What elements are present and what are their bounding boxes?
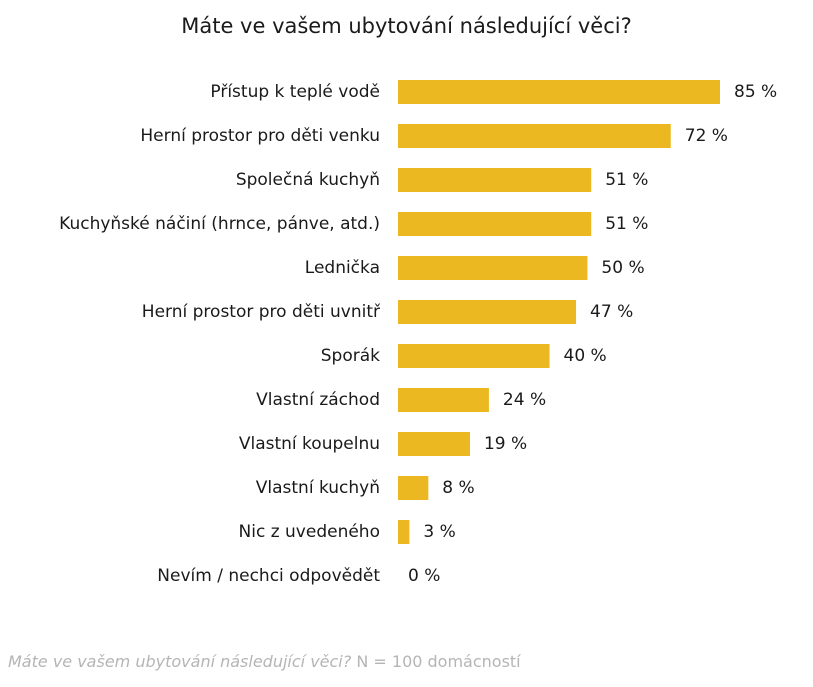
value-label: 24 %: [503, 390, 546, 410]
category-label: Vlastní koupelnu: [239, 434, 380, 454]
value-label: 51 %: [605, 170, 648, 190]
category-label: Herní prostor pro děti venku: [140, 126, 380, 146]
category-label: Nevím / nechci odpovědět: [157, 566, 380, 586]
category-label: Vlastní kuchyň: [256, 478, 380, 498]
bar: [398, 300, 577, 324]
caption-question: Máte ve vašem ubytování následující věci…: [8, 652, 352, 671]
category-label: Kuchyňské náčiní (hrnce, pánve, atd.): [59, 214, 380, 234]
value-label: 19 %: [484, 434, 527, 454]
value-label: 85 %: [734, 82, 777, 102]
value-label: 72 %: [685, 126, 728, 146]
value-label: 51 %: [605, 214, 648, 234]
chart-title: Máte ve vašem ubytování následující věci…: [181, 14, 632, 38]
bar: [398, 168, 592, 192]
category-label: Nic z uvedeného: [239, 522, 380, 542]
value-label: 47 %: [590, 302, 633, 322]
category-label: Přístup k teplé vodě: [210, 82, 380, 102]
bar: [398, 432, 470, 456]
value-label: 40 %: [564, 346, 607, 366]
bar: [398, 520, 410, 544]
bar: [398, 212, 592, 236]
bar: [398, 344, 550, 368]
category-label: Sporák: [321, 346, 380, 366]
category-label: Společná kuchyň: [236, 170, 380, 190]
value-label: 3 %: [423, 522, 455, 542]
bar-chart: Přístup k teplé vodě 85 % Herní prostor pr…: [59, 80, 777, 586]
category-label: Herní prostor pro děti uvnitř: [142, 302, 381, 322]
category-label: Lednička: [305, 258, 380, 278]
caption-sample: N = 100 domácností: [351, 652, 521, 671]
bar: [398, 80, 720, 104]
value-label: 50 %: [601, 258, 644, 278]
bar: [398, 476, 429, 500]
bar: [398, 388, 489, 412]
category-label: Vlastní záchod: [256, 390, 380, 410]
bar: [398, 256, 588, 280]
value-label: 8 %: [442, 478, 474, 498]
chart-caption: Máte ve vašem ubytování následující věci…: [8, 652, 521, 671]
bar: [398, 124, 671, 148]
value-label: 0 %: [408, 566, 440, 586]
